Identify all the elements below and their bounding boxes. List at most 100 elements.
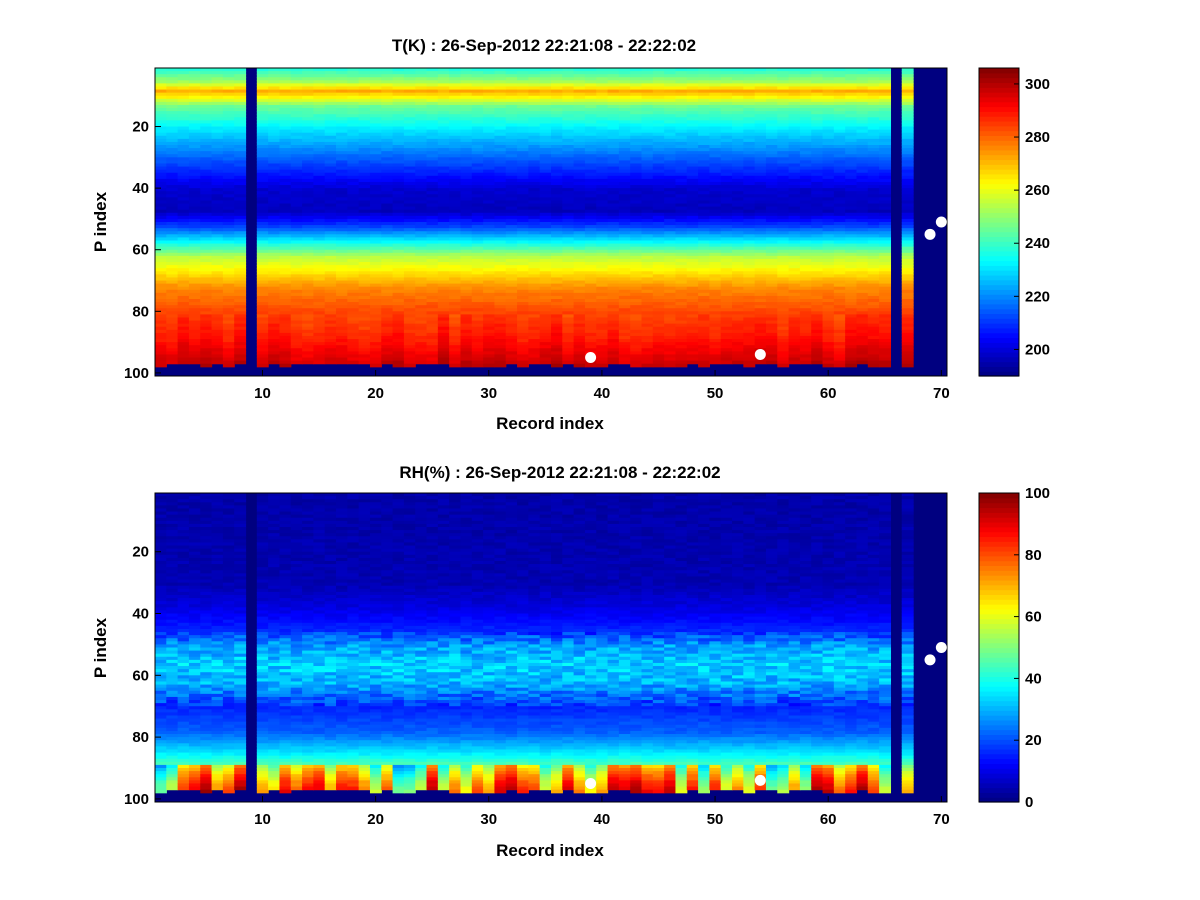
heatmap-cell <box>336 178 348 183</box>
heatmap-cell <box>166 126 179 131</box>
heatmap-cell <box>618 295 631 300</box>
chart-title-temperature: T(K) : 26-Sep-2012 22:21:08 - 22:22:02 <box>392 36 696 55</box>
heatmap-cell <box>664 339 677 343</box>
heatmap-cell <box>596 111 609 115</box>
heatmap-cell <box>494 286 507 291</box>
heatmap-cell <box>686 86 699 91</box>
heatmap-cell <box>551 323 563 328</box>
heatmap-cell <box>268 86 281 91</box>
heatmap-cell <box>698 123 710 128</box>
heatmap-cell <box>596 126 609 131</box>
heatmap-cell <box>426 246 439 251</box>
heatmap-cell <box>188 345 201 349</box>
heatmap-cell <box>630 302 643 306</box>
heatmap-cell <box>732 258 744 263</box>
heatmap-cell <box>675 249 688 254</box>
heatmap-cell <box>449 132 462 137</box>
heatmap-cell <box>539 262 552 266</box>
heatmap-cell <box>607 249 620 254</box>
heatmap-cell <box>256 286 269 291</box>
heatmap-cell <box>607 320 620 325</box>
heatmap-cell <box>188 181 201 186</box>
heatmap-cell <box>279 280 292 285</box>
heatmap-cell <box>686 203 699 208</box>
heatmap-cell <box>426 120 439 125</box>
heatmap-cell <box>369 92 382 97</box>
heatmap-cell <box>517 141 529 146</box>
heatmap-cell <box>256 320 269 325</box>
heatmap-cell <box>618 74 631 78</box>
heatmap-cell <box>630 83 643 88</box>
heatmap-cell <box>607 114 620 118</box>
heatmap-cell <box>324 228 337 232</box>
heatmap-cell <box>528 357 541 362</box>
heatmap-cell <box>483 191 496 195</box>
heatmap-cell <box>437 342 450 346</box>
heatmap-cell <box>539 200 552 205</box>
heatmap-cell <box>426 302 439 306</box>
heatmap-cell <box>471 348 484 352</box>
heatmap-cell <box>336 320 348 325</box>
heatmap-cell <box>562 188 575 192</box>
heatmap-cell <box>517 345 529 349</box>
heatmap-cell <box>505 191 518 195</box>
heatmap-cell <box>290 114 303 118</box>
heatmap-cell <box>720 181 733 186</box>
heatmap-cell <box>686 175 699 180</box>
heatmap-cell <box>596 363 609 368</box>
heatmap-cell <box>324 71 337 75</box>
heatmap-cell <box>460 166 473 171</box>
heatmap-cell <box>562 317 575 322</box>
heatmap-cell <box>675 354 688 359</box>
heatmap-cell <box>483 317 496 322</box>
heatmap-cell <box>630 277 643 282</box>
heatmap-cell <box>222 120 235 125</box>
heatmap-cell <box>313 123 326 128</box>
heatmap-cell <box>336 283 348 288</box>
heatmap-cell <box>505 111 518 115</box>
heatmap-cell <box>166 163 179 168</box>
heatmap-cell <box>630 154 643 158</box>
heatmap-cell <box>324 104 337 109</box>
heatmap-cell <box>279 83 292 88</box>
heatmap-cell <box>166 123 179 128</box>
heatmap-cell <box>268 237 281 242</box>
heatmap-cell <box>234 351 247 356</box>
heatmap-cell <box>426 163 439 168</box>
heatmap-cell <box>188 339 201 343</box>
heatmap-cell <box>256 212 269 217</box>
heatmap-cell <box>539 335 552 340</box>
heatmap-cell <box>732 295 744 300</box>
heatmap-cell <box>641 203 654 208</box>
heatmap-cell <box>449 314 462 319</box>
heatmap-cell <box>483 138 496 143</box>
heatmap-cell <box>517 283 529 288</box>
heatmap-cell <box>664 135 677 140</box>
heatmap-cell <box>596 188 609 192</box>
heatmap-cell <box>188 135 201 140</box>
heatmap-cell <box>347 326 360 331</box>
heatmap-cell <box>302 222 314 226</box>
heatmap-cell <box>426 175 439 180</box>
heatmap-cell <box>403 320 416 325</box>
heatmap-cell <box>483 80 496 84</box>
heatmap-cell <box>302 126 314 131</box>
heatmap-cell <box>460 181 473 186</box>
heatmap-cell <box>177 185 190 189</box>
heatmap-cell <box>460 163 473 168</box>
heatmap-cell <box>720 323 733 328</box>
heatmap-cell <box>641 175 654 180</box>
heatmap-cell <box>539 138 552 143</box>
heatmap-cell <box>347 262 360 266</box>
heatmap-cell <box>652 360 665 365</box>
heatmap-cell <box>449 185 462 189</box>
heatmap-cell <box>573 197 586 202</box>
heatmap-cell <box>177 215 190 220</box>
heatmap-cell <box>584 246 597 251</box>
heatmap-cell <box>720 332 733 337</box>
heatmap-cell <box>539 95 552 100</box>
heatmap-cell <box>290 320 303 325</box>
heatmap-cell <box>675 311 688 315</box>
heatmap-cell <box>166 206 179 211</box>
heatmap-cell <box>177 302 190 306</box>
